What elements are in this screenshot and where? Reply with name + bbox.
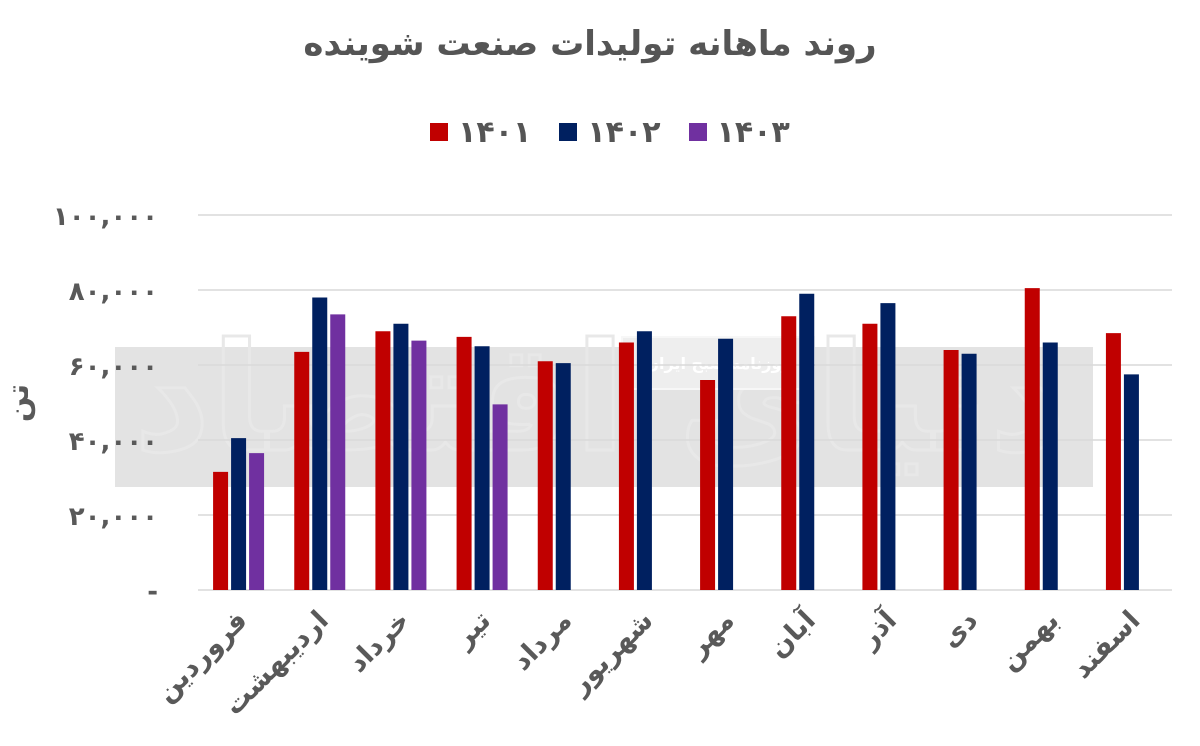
bar-1-10 xyxy=(943,350,959,590)
bar-2-5 xyxy=(555,363,571,590)
bar-2-12 xyxy=(1123,374,1139,590)
bar-3-3 xyxy=(411,340,427,590)
x-tick-label: آبان xyxy=(761,603,822,664)
watermark-label: روزنامه صبح ایران xyxy=(645,354,790,373)
bar-1-12 xyxy=(1105,333,1121,590)
y-axis-label: تن xyxy=(1,384,36,422)
legend-label-1401: ۱۴۰۱ xyxy=(458,114,532,150)
bar-2-8 xyxy=(799,293,815,590)
y-tick-label: - xyxy=(147,577,158,607)
bar-1-8 xyxy=(781,316,797,590)
x-tick-label: مهر xyxy=(681,605,741,665)
y-tick-label: ۶۰,۰۰۰ xyxy=(69,352,158,382)
legend-label-1402: ۱۴۰۲ xyxy=(587,114,661,150)
y-tick-label: ۱۰۰,۰۰۰ xyxy=(53,202,158,232)
bar-2-3 xyxy=(393,323,409,590)
legend-swatch-1403 xyxy=(688,123,707,141)
y-tick-label: ۸۰,۰۰۰ xyxy=(69,277,158,307)
legend-swatch-1402 xyxy=(559,123,578,141)
legend-item-1403: ۱۴۰۳ xyxy=(688,114,790,150)
bar-2-7 xyxy=(718,338,734,590)
watermark-band xyxy=(115,347,1093,487)
y-tick-label: ۲۰,۰۰۰ xyxy=(69,502,158,532)
legend-item-1401: ۱۴۰۱ xyxy=(430,115,531,150)
bar-1-9 xyxy=(862,323,878,590)
bar-1-6 xyxy=(618,342,634,590)
bar-3-2 xyxy=(330,314,346,590)
watermark-logo: دنیای اقتصاد xyxy=(134,312,1067,486)
bar-1-3 xyxy=(375,331,391,590)
x-tick-label: خرداد xyxy=(342,605,416,679)
legend-label-1403: ۱۴۰۳ xyxy=(716,114,790,150)
chart-title: روند ماهانه تولیدات صنعت شوینده xyxy=(303,24,877,64)
bar-2-11 xyxy=(1042,342,1058,590)
bar-3-4 xyxy=(492,404,508,590)
x-tick-label: آذر xyxy=(851,603,904,656)
bar-1-1 xyxy=(213,471,229,590)
bar-1-4 xyxy=(456,336,472,590)
bar-2-10 xyxy=(961,353,977,590)
x-tick-label: شهریور xyxy=(563,605,660,702)
legend: ۱۴۰۱ ۱۴۰۲ ۱۴۰۳ xyxy=(420,112,800,152)
bar-1-5 xyxy=(537,361,553,590)
bar-2-6 xyxy=(636,331,652,590)
legend-swatch-1401 xyxy=(430,123,449,141)
bar-1-11 xyxy=(1024,288,1040,590)
x-tick-label: تیر xyxy=(447,605,497,655)
bar-2-2 xyxy=(312,297,328,590)
y-tick-label: ۴۰,۰۰۰ xyxy=(69,427,158,457)
legend-item-1402: ۱۴۰۲ xyxy=(559,114,661,150)
bar-1-2 xyxy=(294,351,310,590)
bar-1-7 xyxy=(700,380,716,590)
x-tick-label: اسفند xyxy=(1067,605,1147,685)
bar-2-4 xyxy=(474,346,490,590)
bar-2-1 xyxy=(231,438,247,590)
bar-3-1 xyxy=(249,453,265,590)
x-tick-label: بهمن xyxy=(994,605,1066,677)
x-tick-label: مرداد xyxy=(506,605,578,677)
x-tick-label: دی xyxy=(935,605,984,654)
bar-2-9 xyxy=(880,303,896,590)
